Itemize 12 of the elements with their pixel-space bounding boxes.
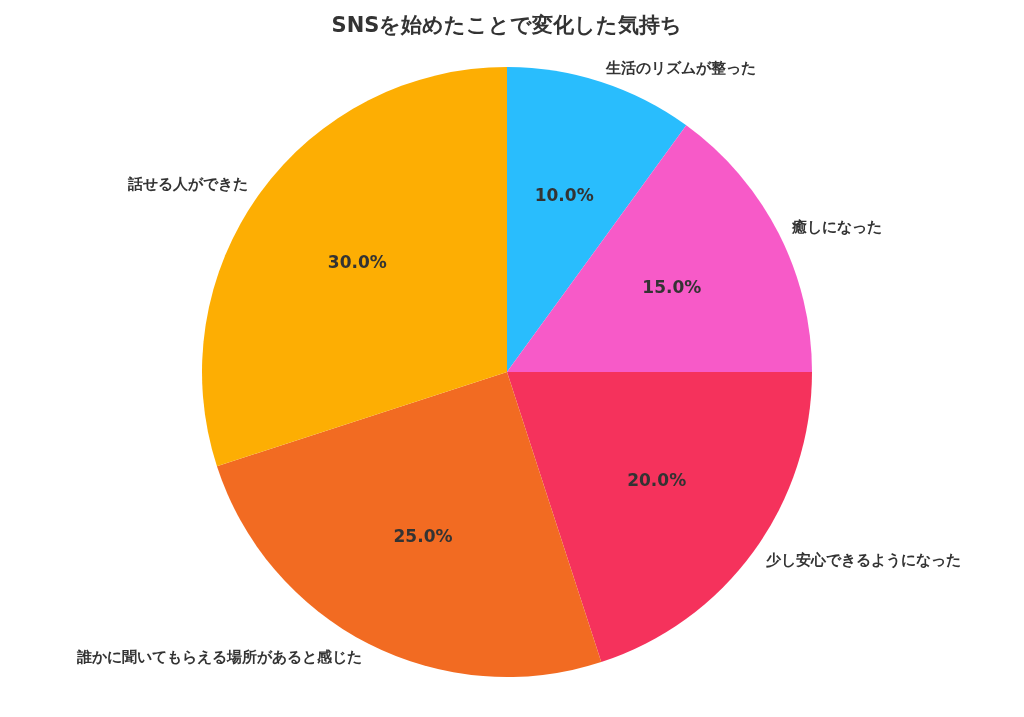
slice-label: 生活のリズムが整った [604,58,756,77]
data-label: 10.0% [534,185,594,206]
slice-label: 少し安心できるようになった [765,551,961,570]
data-label: 20.0% [627,469,687,490]
data-label: 30.0% [327,252,387,273]
data-label: 15.0% [642,277,702,298]
data-label: 25.0% [393,525,453,546]
slice-label: 癒しになった [791,217,883,236]
pie-slice [202,67,507,467]
slice-label: 誰かに聞いてもらえる場所があると感じた [75,648,362,667]
slice-label: 話せる人ができた [127,174,249,193]
chart-title: SNSを始めたことで変化した気持ち [331,13,683,37]
